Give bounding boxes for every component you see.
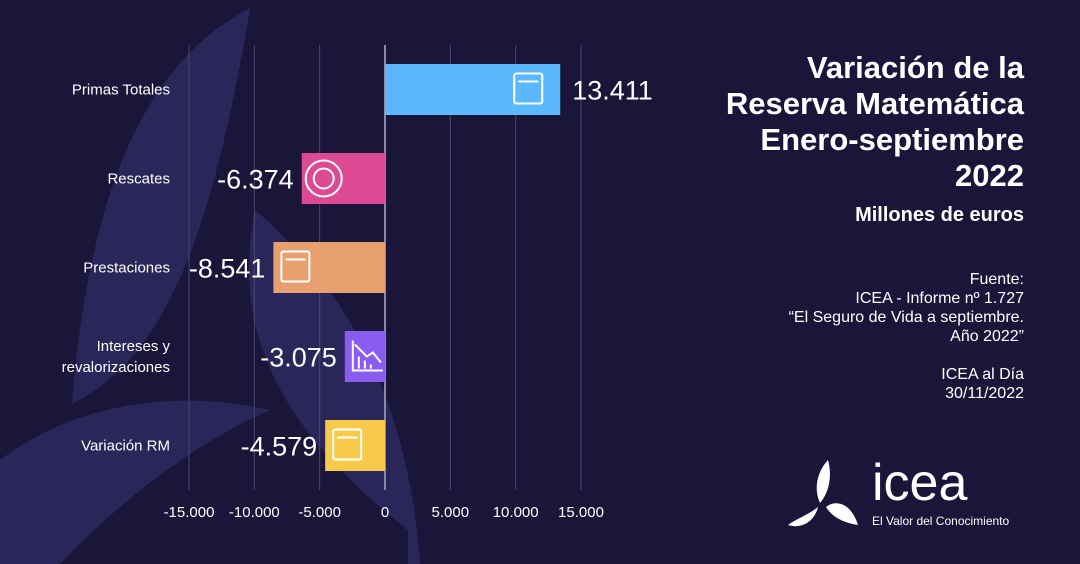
chart-lines bbox=[351, 340, 383, 372]
logo-text: icea bbox=[872, 454, 968, 512]
category-label: Intereses y bbox=[97, 338, 171, 355]
publication-date: 30/11/2022 bbox=[945, 385, 1024, 402]
logo-tagline: El Valor del Conocimiento bbox=[872, 514, 1010, 528]
lifebuoy-inner bbox=[312, 167, 335, 190]
source-block: Fuente: ICEA - Informe nº 1.727 “El Segu… bbox=[789, 270, 1024, 403]
category-label: Variación RM bbox=[81, 438, 170, 455]
source-line: ICEA - Informe nº 1.727 bbox=[855, 290, 1024, 307]
bar bbox=[344, 331, 385, 382]
icea-logo: icea El Valor del Conocimiento bbox=[786, 455, 1046, 535]
source-line: Fuente: bbox=[969, 271, 1024, 288]
data-label: 13.411 bbox=[572, 76, 653, 106]
declining-chart-icon bbox=[351, 340, 383, 372]
logo-mark-icon bbox=[788, 460, 858, 527]
data-label: -8.541 bbox=[189, 254, 266, 284]
publication: ICEA al Día bbox=[941, 366, 1024, 383]
safe-icon bbox=[332, 428, 363, 461]
source-line: Año 2022” bbox=[950, 328, 1024, 345]
source-line: “El Seguro de Vida a septiembre. bbox=[788, 309, 1024, 326]
icon-outline bbox=[332, 428, 363, 461]
x-tick-label: 0 bbox=[381, 504, 389, 521]
data-label: -4.579 bbox=[241, 432, 318, 462]
x-tick-label: -15.000 bbox=[164, 504, 215, 521]
title-line: Variación de la bbox=[806, 50, 1024, 85]
bar bbox=[385, 64, 561, 115]
x-tick-label: 10.000 bbox=[493, 504, 539, 521]
x-tick-label: 5.000 bbox=[432, 504, 470, 521]
chart-title: Variación de la Reserva Matemática Enero… bbox=[726, 50, 1024, 194]
lifebuoy-icon bbox=[304, 159, 343, 198]
x-tick-label: -5.000 bbox=[298, 504, 341, 521]
background-decor bbox=[0, 8, 420, 564]
title-line: Enero-septiembre bbox=[760, 122, 1024, 157]
money-stack-icon bbox=[513, 72, 544, 105]
icon-outline bbox=[280, 250, 311, 283]
chart-subtitle: Millones de euros bbox=[855, 204, 1024, 226]
data-label: -6.374 bbox=[217, 165, 294, 195]
icon-outline bbox=[513, 72, 544, 105]
category-label: Prestaciones bbox=[83, 260, 170, 277]
x-tick-label: -10.000 bbox=[229, 504, 280, 521]
title-line: 2022 bbox=[955, 158, 1024, 193]
category-label: Primas Totales bbox=[72, 82, 170, 99]
title-line: Reserva Matemática bbox=[725, 86, 1024, 121]
x-tick-label: 15.000 bbox=[558, 504, 604, 521]
category-label: revalorizaciones bbox=[62, 359, 170, 376]
bar bbox=[273, 242, 385, 293]
calculator-coins-icon bbox=[280, 250, 311, 283]
category-label: Rescates bbox=[107, 171, 170, 188]
lifebuoy-outer bbox=[304, 159, 343, 198]
data-label: -3.075 bbox=[260, 343, 337, 373]
